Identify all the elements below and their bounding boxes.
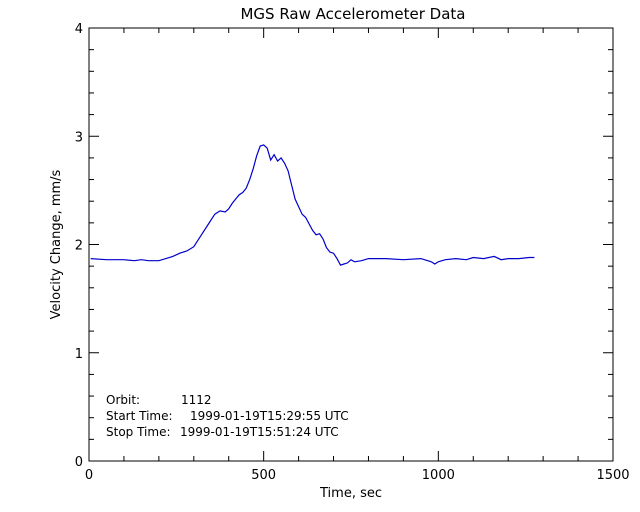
stop-time-label: Stop Time:	[106, 425, 171, 439]
plot-frame	[88, 27, 614, 462]
x-tick-label: 500	[251, 468, 276, 483]
series-line	[90, 144, 535, 266]
y-axis-ticks: 0 1 2 3 4	[75, 22, 613, 470]
y-tick-label: 0	[75, 455, 83, 470]
start-time-label: Start Time:	[106, 409, 173, 423]
chart-title: MGS Raw Accelerometer Data	[240, 5, 465, 23]
orbit-label: Orbit:	[106, 393, 140, 407]
y-tick-label: 2	[75, 239, 83, 254]
y-axis-label: Velocity Change, mm/s	[49, 169, 64, 319]
y-tick-label: 1	[75, 347, 83, 362]
x-tick-label: 1500	[596, 468, 629, 483]
x-axis-label: Time, sec	[319, 486, 382, 501]
y-tick-label: 3	[75, 130, 83, 145]
x-tick-label: 0	[85, 468, 93, 483]
x-axis-ticks: 0 500 1000 1500	[85, 28, 630, 483]
y-tick-label: 4	[75, 22, 83, 37]
orbit-annotations: Orbit: 1112 Start Time: 1999-01-19T15:29…	[106, 393, 349, 439]
x-tick-label: 1000	[422, 468, 455, 483]
stop-time-value: 1999-01-19T15:51:24 UTC	[180, 425, 339, 439]
orbit-value: 1112	[181, 393, 212, 407]
start-time-value: 1999-01-19T15:29:55 UTC	[190, 409, 349, 423]
